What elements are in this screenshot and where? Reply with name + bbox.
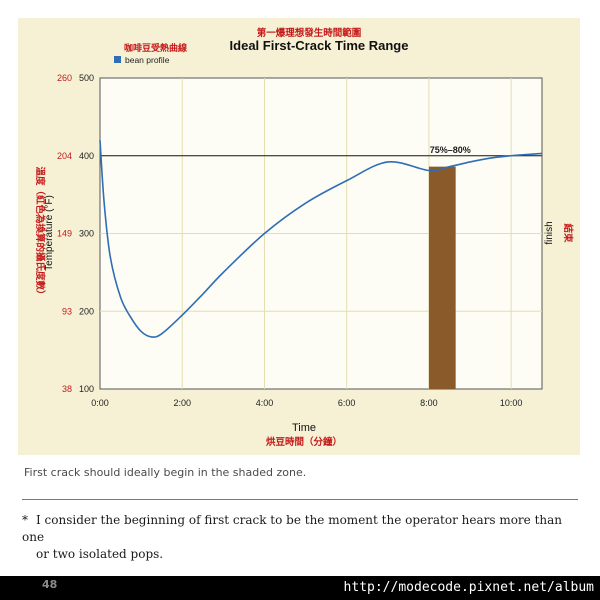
x-tick-label: 2:00 — [173, 398, 191, 408]
y-tick-label-celsius: 260 — [57, 73, 72, 83]
page-number: 48 — [42, 578, 58, 591]
y-tick-label: 500 — [79, 73, 94, 83]
y-axis-label-cn: 溫度（紅色為換算的攝氏度數） — [34, 166, 46, 299]
x-tick-label: 6:00 — [338, 398, 356, 408]
y-tick-label-celsius: 93 — [62, 306, 72, 316]
shaded-zone — [428, 166, 456, 389]
footnote-marker: * — [22, 513, 28, 527]
watermark-url: http://modecode.pixnet.net/album — [343, 580, 594, 595]
y-axis-label: Temperature (°F) — [44, 195, 55, 271]
x-tick-label: 10:00 — [500, 398, 523, 408]
y-tick-label: 400 — [79, 151, 94, 161]
y-tick-label: 100 — [79, 384, 94, 394]
footnote: * I consider the beginning of first crack… — [22, 512, 584, 563]
footnote-line-2: or two isolated pops. — [36, 547, 164, 561]
finish-label-cn: 結束 — [562, 223, 574, 243]
chart-panel: 75%–80% 0:00 2:00 4:00 6:00 8:00 10:00 100 38 20… — [18, 18, 580, 455]
series-line-bean-profile — [99, 140, 543, 338]
legend-label: bean profile — [125, 55, 170, 65]
y-tick-label-celsius: 38 — [62, 384, 72, 394]
chart-title-cn: 第一爆理想發生時間範圍 — [257, 27, 362, 39]
tick-group: 0:00 2:00 4:00 6:00 8:00 10:00 100 38 200 93 300 14… — [57, 73, 522, 408]
x-tick-label: 4:00 — [256, 398, 274, 408]
footnote-line-1: I consider the beginning of first crack … — [22, 513, 563, 544]
x-axis-label: Time — [292, 422, 316, 434]
chart-caption: First crack should ideally begin in the … — [24, 466, 307, 479]
legend-swatch — [114, 56, 121, 63]
x-tick-label: 8:00 — [420, 398, 438, 408]
chart-title: Ideal First-Crack Time Range — [230, 38, 409, 53]
y-tick-label: 300 — [79, 229, 94, 239]
y-tick-label-celsius: 149 — [57, 229, 72, 239]
x-tick-label: 0:00 — [91, 398, 109, 408]
legend-label-cn: 咖啡豆受熱曲線 — [124, 42, 187, 54]
x-axis-label-cn: 烘豆時間（分鐘） — [266, 436, 342, 448]
finish-label: finish — [544, 221, 555, 244]
divider — [22, 499, 578, 500]
y-tick-label: 200 — [79, 306, 94, 316]
first-crack-chart: 75%–80% 0:00 2:00 4:00 6:00 8:00 10:00 100 38 20… — [34, 27, 574, 448]
shaded-zone-label: 75%–80% — [430, 145, 471, 155]
y-tick-label-celsius: 204 — [57, 151, 72, 161]
